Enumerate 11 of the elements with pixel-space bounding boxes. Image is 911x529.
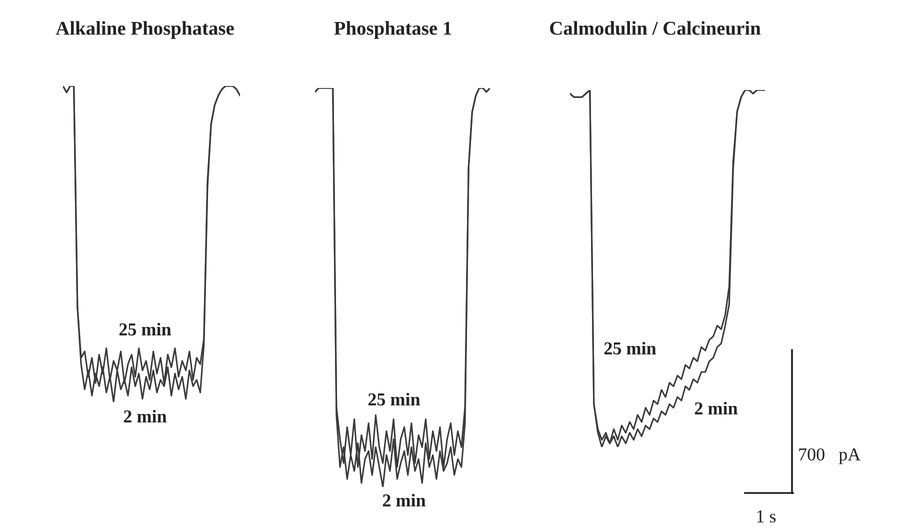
series-label: 2 min — [694, 402, 738, 414]
chart-title: Calmodulin / Calcineurin — [550, 21, 761, 35]
series-label: 2 min — [124, 410, 167, 422]
text: 700 pA — [799, 448, 861, 464]
chart-title: Alkaline Phosphatase — [56, 21, 234, 39]
series-label: 2 min — [382, 494, 426, 506]
series-label: 25 min — [368, 392, 420, 406]
text: 1 s — [757, 510, 776, 523]
chart-title: Phosphatase 1 — [334, 21, 452, 39]
series-label: 25 min — [604, 342, 656, 355]
series-label: 25 min — [119, 322, 172, 336]
